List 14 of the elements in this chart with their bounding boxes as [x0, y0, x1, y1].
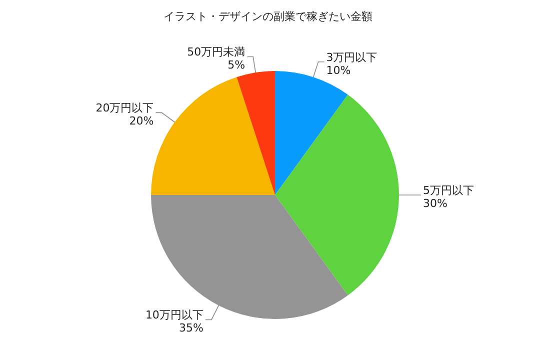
slice-label: 5万円以下 [423, 184, 474, 197]
data-label: 20% [129, 114, 154, 128]
slice-label: 3万円以下 [326, 50, 378, 64]
pie-slice [236, 71, 275, 195]
data-label: 35% [178, 322, 204, 335]
data-label: 10% [326, 64, 351, 77]
chart-title: イラスト・デザインの副業で稼ぎたい金額 [162, 10, 374, 24]
slice-label: 20万円以下 [96, 102, 154, 115]
slice-label: 50万円未満 [187, 46, 246, 59]
pie-slice [275, 94, 399, 296]
pie-slice [151, 77, 275, 195]
data-label: 5% [228, 58, 246, 72]
slice-label: 10万円以下 [145, 308, 204, 322]
data-label: 30% [423, 197, 448, 210]
